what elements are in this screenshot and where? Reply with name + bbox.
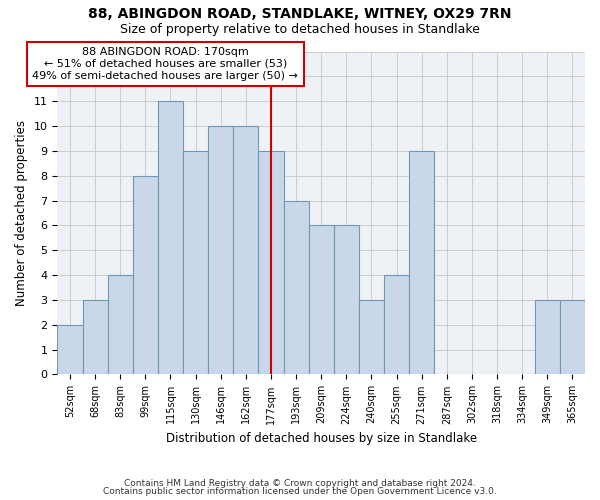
Bar	[107, 275, 133, 374]
Bar	[308, 226, 334, 374]
Text: 88 ABINGDON ROAD: 170sqm
← 51% of detached houses are smaller (53)
49% of semi-d: 88 ABINGDON ROAD: 170sqm ← 51% of detach…	[32, 48, 298, 80]
Bar	[535, 300, 560, 374]
Bar	[359, 300, 384, 374]
Bar	[133, 176, 158, 374]
Text: Contains HM Land Registry data © Crown copyright and database right 2024.: Contains HM Land Registry data © Crown c…	[124, 478, 476, 488]
Bar	[284, 200, 308, 374]
Bar	[384, 275, 409, 374]
Bar	[208, 126, 233, 374]
Bar	[560, 300, 585, 374]
Text: Contains public sector information licensed under the Open Government Licence v3: Contains public sector information licen…	[103, 487, 497, 496]
X-axis label: Distribution of detached houses by size in Standlake: Distribution of detached houses by size …	[166, 432, 477, 445]
Text: 88, ABINGDON ROAD, STANDLAKE, WITNEY, OX29 7RN: 88, ABINGDON ROAD, STANDLAKE, WITNEY, OX…	[88, 8, 512, 22]
Bar	[83, 300, 107, 374]
Bar	[58, 325, 83, 374]
Bar	[334, 226, 359, 374]
Y-axis label: Number of detached properties: Number of detached properties	[15, 120, 28, 306]
Bar	[409, 151, 434, 374]
Text: Size of property relative to detached houses in Standlake: Size of property relative to detached ho…	[120, 22, 480, 36]
Bar	[233, 126, 259, 374]
Bar	[183, 151, 208, 374]
Bar	[158, 101, 183, 374]
Bar	[259, 151, 284, 374]
